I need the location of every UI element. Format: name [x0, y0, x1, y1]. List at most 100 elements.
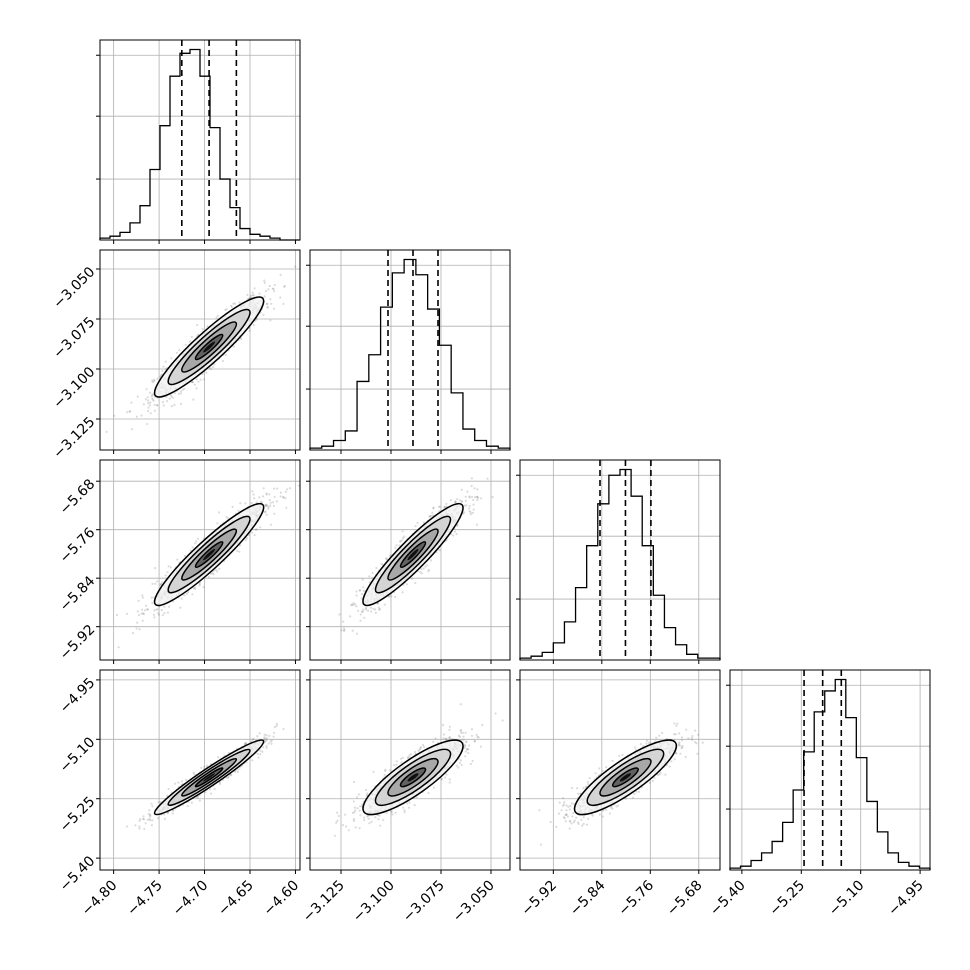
panel-4-1-contour-1 — [194, 767, 224, 788]
sample-point — [254, 528, 257, 531]
panel-3-1 — [115, 484, 300, 649]
sample-point — [272, 501, 275, 504]
grid-layer — [100, 40, 930, 870]
panel-2-1-contour-1 — [194, 333, 224, 361]
sample-point — [151, 582, 154, 586]
sample-point — [263, 281, 266, 284]
sample-point — [169, 566, 172, 569]
sample-point — [273, 487, 276, 490]
sample-point — [265, 734, 268, 737]
sample-point — [405, 583, 408, 586]
sample-point — [191, 380, 194, 383]
sample-point — [218, 567, 221, 570]
sample-point — [218, 511, 221, 514]
sample-point — [342, 620, 345, 623]
sample-point — [113, 414, 116, 417]
sample-point — [153, 609, 156, 612]
sample-point — [263, 295, 266, 298]
sample-point — [129, 410, 132, 413]
sample-point — [414, 581, 417, 585]
sample-point — [166, 794, 169, 797]
sample-point — [213, 363, 216, 366]
sample-point — [394, 546, 397, 550]
sample-point — [170, 405, 173, 408]
sample-point — [180, 390, 183, 393]
sample-point — [358, 589, 361, 592]
sample-point — [452, 534, 455, 537]
sample-point — [258, 292, 261, 295]
sample-point — [167, 605, 171, 608]
sample-point — [282, 727, 285, 731]
sample-point — [427, 568, 430, 572]
sample-point — [137, 599, 140, 602]
sample-point — [395, 544, 398, 547]
sample-point — [211, 572, 214, 575]
sample-point — [473, 487, 476, 490]
sample-point — [374, 611, 377, 615]
sample-point — [337, 814, 340, 818]
sample-point — [265, 744, 268, 748]
sample-point — [352, 602, 355, 605]
sample-point — [244, 741, 247, 745]
sample-point — [266, 305, 269, 308]
sample-point — [426, 564, 429, 567]
sample-point — [432, 506, 435, 509]
sample-point — [364, 608, 368, 611]
sample-point — [427, 570, 430, 573]
sample-point — [150, 395, 153, 398]
sample-point — [456, 497, 459, 501]
sample-point — [275, 724, 278, 727]
sample-point — [209, 788, 212, 791]
sample-point — [360, 597, 363, 600]
sample-point — [240, 337, 243, 340]
sample-point — [471, 511, 474, 514]
sample-point — [230, 304, 233, 307]
sample-point — [343, 628, 346, 632]
sample-point — [251, 531, 254, 534]
sample-point — [249, 296, 252, 299]
sample-point — [398, 544, 401, 547]
sample-point — [146, 818, 149, 821]
sample-point — [284, 497, 287, 500]
sample-point — [259, 526, 262, 529]
sample-point — [155, 608, 158, 611]
sample-point — [486, 477, 489, 480]
histogram-4-steps — [729, 678, 931, 870]
sample-point — [218, 781, 222, 784]
sample-point — [147, 399, 150, 402]
sample-point — [179, 606, 182, 609]
sample-point — [176, 558, 179, 561]
sample-point — [437, 505, 440, 508]
sample-point — [454, 500, 457, 503]
sample-point — [180, 597, 183, 600]
sample-point — [245, 537, 248, 540]
sample-point — [460, 500, 464, 503]
sample-point — [355, 605, 358, 608]
sample-point — [265, 746, 268, 750]
sample-point — [491, 496, 494, 499]
sample-point — [218, 782, 221, 786]
sample-point — [374, 608, 377, 611]
sample-point — [142, 815, 145, 818]
sample-point — [139, 818, 142, 821]
sample-point — [225, 516, 228, 519]
sample-point — [357, 793, 360, 796]
sample-point — [173, 403, 176, 407]
sample-point — [252, 737, 255, 741]
sample-point — [470, 477, 473, 480]
sample-point — [160, 583, 163, 586]
panel-2-1-plot — [105, 265, 297, 433]
sample-point — [192, 771, 195, 775]
sample-point — [158, 375, 162, 378]
sample-point — [152, 613, 155, 616]
sample-point — [253, 534, 256, 537]
sample-point — [268, 734, 271, 738]
sample-point — [184, 343, 187, 346]
sample-point — [131, 632, 135, 635]
sample-point — [156, 580, 159, 583]
sample-point — [429, 515, 432, 518]
sample-point — [338, 613, 341, 616]
sample-point — [443, 505, 446, 508]
sample-point — [171, 812, 174, 815]
sample-point — [476, 488, 479, 491]
